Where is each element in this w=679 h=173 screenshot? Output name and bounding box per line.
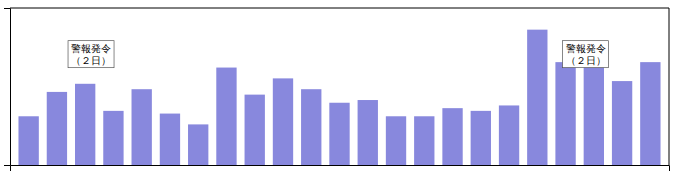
bar xyxy=(358,100,378,165)
frame-right xyxy=(669,8,670,165)
bar xyxy=(216,68,236,165)
bar xyxy=(442,108,462,165)
bar xyxy=(329,103,349,165)
chart: 警報発令（２日）警報発令（２日） xyxy=(0,0,679,173)
bar xyxy=(75,84,95,165)
bar xyxy=(103,111,123,165)
annotation-box xyxy=(68,41,114,68)
bar xyxy=(188,124,208,165)
frame-top xyxy=(10,8,669,9)
annotation-line: （２日） xyxy=(71,55,111,66)
bar xyxy=(640,62,660,165)
bar xyxy=(584,62,604,165)
x-axis xyxy=(11,166,670,172)
bar xyxy=(245,95,265,165)
annotation-line: 警報発令 xyxy=(71,43,111,54)
y-axis-line xyxy=(4,9,11,166)
annotation: 警報発令（２日） xyxy=(68,41,114,68)
bar xyxy=(386,116,406,165)
bar xyxy=(527,30,547,165)
annotation: 警報発令（２日） xyxy=(563,41,609,68)
bar xyxy=(414,116,434,165)
y-axis xyxy=(4,9,11,166)
bars xyxy=(18,30,660,165)
bar xyxy=(160,114,180,165)
bar xyxy=(301,89,321,165)
bar xyxy=(471,111,491,165)
annotation-text: 警報発令（２日） xyxy=(71,43,111,66)
plot: 警報発令（２日）警報発令（２日） xyxy=(4,8,670,171)
bar xyxy=(273,78,293,165)
bar xyxy=(18,116,38,165)
bar xyxy=(47,92,67,165)
annotation-text: 警報発令（２日） xyxy=(566,43,606,66)
bar xyxy=(499,105,519,165)
annotation-line: （２日） xyxy=(566,55,606,66)
annotations: 警報発令（２日）警報発令（２日） xyxy=(68,41,609,68)
x-axis-line xyxy=(11,166,670,172)
bar xyxy=(612,81,632,165)
annotation-line: 警報発令 xyxy=(566,43,606,54)
annotation-box xyxy=(563,41,609,68)
bar xyxy=(555,62,575,165)
bar xyxy=(132,89,152,165)
